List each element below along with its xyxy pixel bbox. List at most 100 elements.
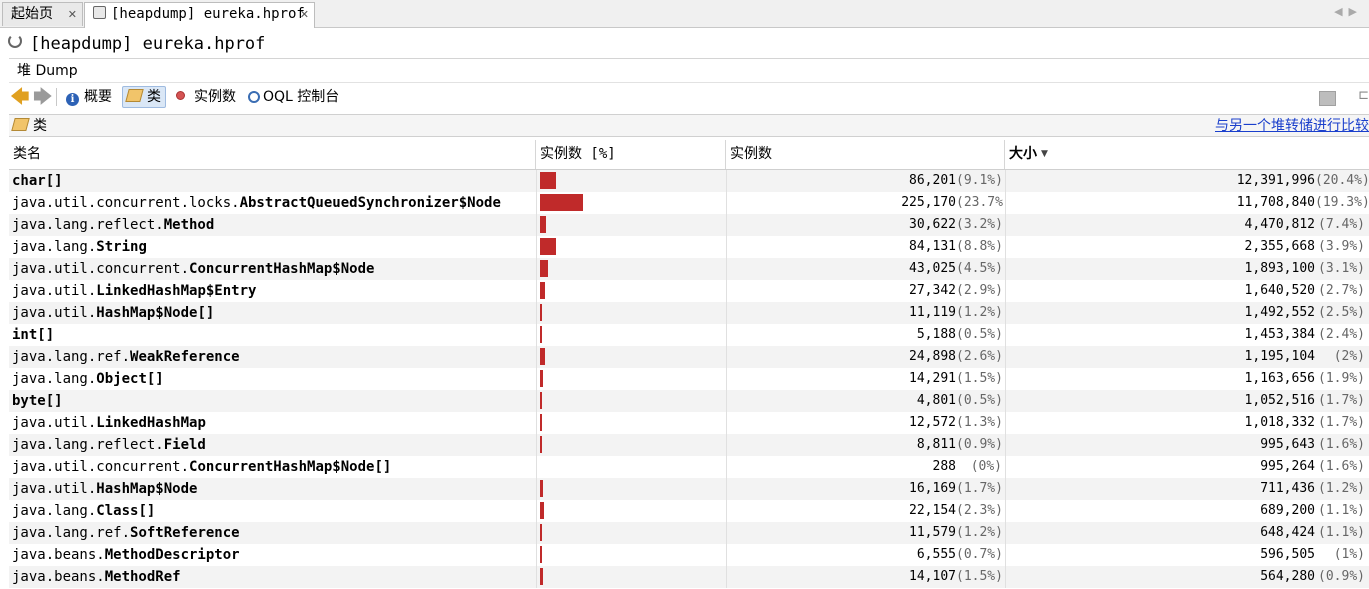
column-header-instances-percent[interactable]: 实例数 [%]: [536, 140, 726, 169]
summary-button[interactable]: i 概要: [66, 86, 112, 108]
size-bytes: 995,264: [1260, 459, 1315, 474]
size-percent: (20.4%): [1315, 173, 1369, 188]
back-arrow-icon[interactable]: 🡄: [10, 86, 30, 108]
instances-cell: 6,555(0.7%): [726, 544, 1005, 566]
snapshot-icon[interactable]: [1319, 91, 1336, 106]
table-row[interactable]: java.lang.ref.SoftReference 11,579(1.2%) 6…: [9, 522, 1369, 544]
table-row[interactable]: char[] 86,201(9.1%) 12,391,996(20.4%): [9, 170, 1369, 192]
class-simple-name: int[]: [12, 327, 55, 343]
class-simple-name: LinkedHashMap$Entry: [96, 283, 257, 299]
table-row[interactable]: java.util.HashMap$Node[] 11,119(1.2%) 1,49…: [9, 302, 1369, 324]
package-name: java.lang.reflect.: [12, 437, 164, 453]
package-name: java.lang.reflect.: [12, 217, 164, 233]
instances-percent-bar-cell: [536, 236, 726, 258]
class-name-cell: java.lang.String: [9, 236, 536, 258]
size-percent: (1.6%): [1318, 459, 1365, 474]
size-bytes: 689,200: [1260, 503, 1315, 518]
table-row[interactable]: java.util.HashMap$Node 16,169(1.7%) 711,43…: [9, 478, 1369, 500]
table-row[interactable]: java.util.concurrent.locks.AbstractQueue…: [9, 192, 1369, 214]
size-cell: 995,643 (1.6%): [1005, 434, 1369, 456]
table-row[interactable]: java.lang.Class[] 22,154(2.3%) 689,200 (1.1…: [9, 500, 1369, 522]
instances-percent-bar: [540, 480, 543, 497]
size-bytes: 1,052,516: [1244, 393, 1315, 408]
size-bytes: 11,708,840: [1236, 195, 1315, 210]
size-percent: (19.3%): [1315, 195, 1369, 210]
forward-arrow-icon[interactable]: 🡆: [33, 86, 53, 108]
column-header-class-name[interactable]: 类名: [9, 140, 536, 169]
table-row[interactable]: java.beans.MethodDescriptor 6,555(0.7%) 59…: [9, 544, 1369, 566]
table-row[interactable]: int[] 5,188(0.5%) 1,453,384 (2.4%): [9, 324, 1369, 346]
size-cell: 995,264 (1.6%): [1005, 456, 1369, 478]
instances-percent-bar: [540, 436, 542, 453]
tab-heapdump[interactable]: [heapdump] eureka.hprof ✕: [84, 2, 315, 28]
instances-cell: 14,107(1.5%): [726, 566, 1005, 588]
instances-percent: (0.5%): [956, 327, 1003, 342]
instances-count: 225,170: [901, 195, 956, 210]
column-header-label: 实例数 [%]: [540, 146, 616, 162]
oql-console-button[interactable]: OQL 控制台: [248, 86, 339, 108]
instances-percent-bar-cell: [536, 434, 726, 456]
instances-cell: 16,169(1.7%): [726, 478, 1005, 500]
classes-button-label: 类: [147, 89, 161, 105]
instances-cell: 24,898(2.6%): [726, 346, 1005, 368]
class-name-cell: java.util.HashMap$Node[]: [9, 302, 536, 324]
table-row[interactable]: java.lang.reflect.Field 8,811(0.9%) 995,64…: [9, 434, 1369, 456]
size-bytes: 648,424: [1260, 525, 1315, 540]
classes-table: 类名 实例数 [%] 实例数 大小 ▼ char[] 86,201(9.1%) 12,…: [9, 140, 1369, 588]
table-row[interactable]: java.beans.MethodRef 14,107(1.5%) 564,280(…: [9, 566, 1369, 588]
close-icon[interactable]: ✕: [67, 8, 77, 21]
class-name-cell: java.beans.MethodDescriptor: [9, 544, 536, 566]
instances-percent: (3.2%): [956, 217, 1003, 232]
page-title: [heapdump] eureka.hprof: [8, 32, 265, 56]
close-icon[interactable]: ✕: [299, 8, 309, 21]
instances-percent-bar: [540, 502, 544, 519]
class-simple-name: Field: [163, 437, 206, 453]
size-percent: (1.1%): [1318, 525, 1365, 540]
instances-count: 30,622: [909, 217, 956, 232]
table-row[interactable]: java.util.LinkedHashMap$Entry 27,342(2.9%…: [9, 280, 1369, 302]
table-row[interactable]: java.lang.String 84,131(8.8%) 2,355,668 (3.…: [9, 236, 1369, 258]
column-header-instances[interactable]: 实例数: [726, 140, 1005, 169]
class-name-cell: int[]: [9, 324, 536, 346]
class-simple-name: LinkedHashMap: [96, 415, 206, 431]
instances-percent-bar-cell: [536, 500, 726, 522]
size-percent: (1.2%): [1318, 481, 1365, 496]
package-name: java.util.concurrent.: [12, 261, 190, 277]
column-header-size[interactable]: 大小 ▼: [1005, 140, 1369, 169]
instances-count: 5,188: [916, 327, 956, 342]
size-bytes: 1,492,552: [1244, 305, 1315, 320]
toolbar-overflow-icon[interactable]: ⊏: [1358, 88, 1369, 103]
instances-percent: (1.3%): [956, 415, 1003, 430]
size-percent: (0.9%): [1318, 569, 1365, 584]
table-row[interactable]: java.lang.Object[] 14,291(1.5%) 1,163,656(…: [9, 368, 1369, 390]
compare-heapdump-link[interactable]: 与另一个堆转储进行比较: [1215, 118, 1369, 134]
class-name-cell: java.beans.MethodRef: [9, 566, 536, 588]
instances-cell: 14,291(1.5%): [726, 368, 1005, 390]
size-percent: (2.7%): [1318, 283, 1365, 298]
instances-percent-bar: [540, 326, 542, 343]
oql-icon: [248, 91, 260, 103]
table-row[interactable]: java.util.concurrent.ConcurrentHashMap$N…: [9, 258, 1369, 280]
class-name-cell: java.lang.ref.WeakReference: [9, 346, 536, 368]
instances-percent: (8.8%): [956, 239, 1003, 254]
instances-count: 14,107: [909, 569, 956, 584]
class-name-cell: java.util.HashMap$Node: [9, 478, 536, 500]
table-row[interactable]: byte[] 4,801(0.5%) 1,052,516 (1.7%): [9, 390, 1369, 412]
classes-button[interactable]: 类: [122, 86, 166, 108]
class-simple-name: Object[]: [96, 371, 164, 387]
table-row[interactable]: java.lang.reflect.Method 30,622(3.2%) 4,47…: [9, 214, 1369, 236]
package-name: java.util.concurrent.locks.: [12, 195, 240, 211]
table-row[interactable]: java.util.concurrent.ConcurrentHashMap$N…: [9, 456, 1369, 478]
class-simple-name: HashMap$Node[]: [96, 305, 215, 321]
instances-count: 84,131: [909, 239, 956, 254]
table-row[interactable]: java.util.LinkedHashMap 12,572(1.3%) 1,018…: [9, 412, 1369, 434]
tab-start-page[interactable]: 起始页 ✕: [2, 2, 83, 26]
instances-button[interactable]: 实例数: [176, 86, 236, 108]
table-row[interactable]: java.lang.ref.WeakReference 24,898(2.6%) 1…: [9, 346, 1369, 368]
tab-scroll-arrows[interactable]: ◀▶: [1334, 5, 1363, 18]
size-percent: (2%): [1333, 349, 1365, 364]
instances-percent-bar: [540, 568, 543, 585]
heap-dump-subtab[interactable]: 堆 Dump: [9, 58, 1369, 83]
class-simple-name: ConcurrentHashMap$Node[]: [189, 459, 392, 475]
package-name: java.lang.: [12, 503, 97, 519]
